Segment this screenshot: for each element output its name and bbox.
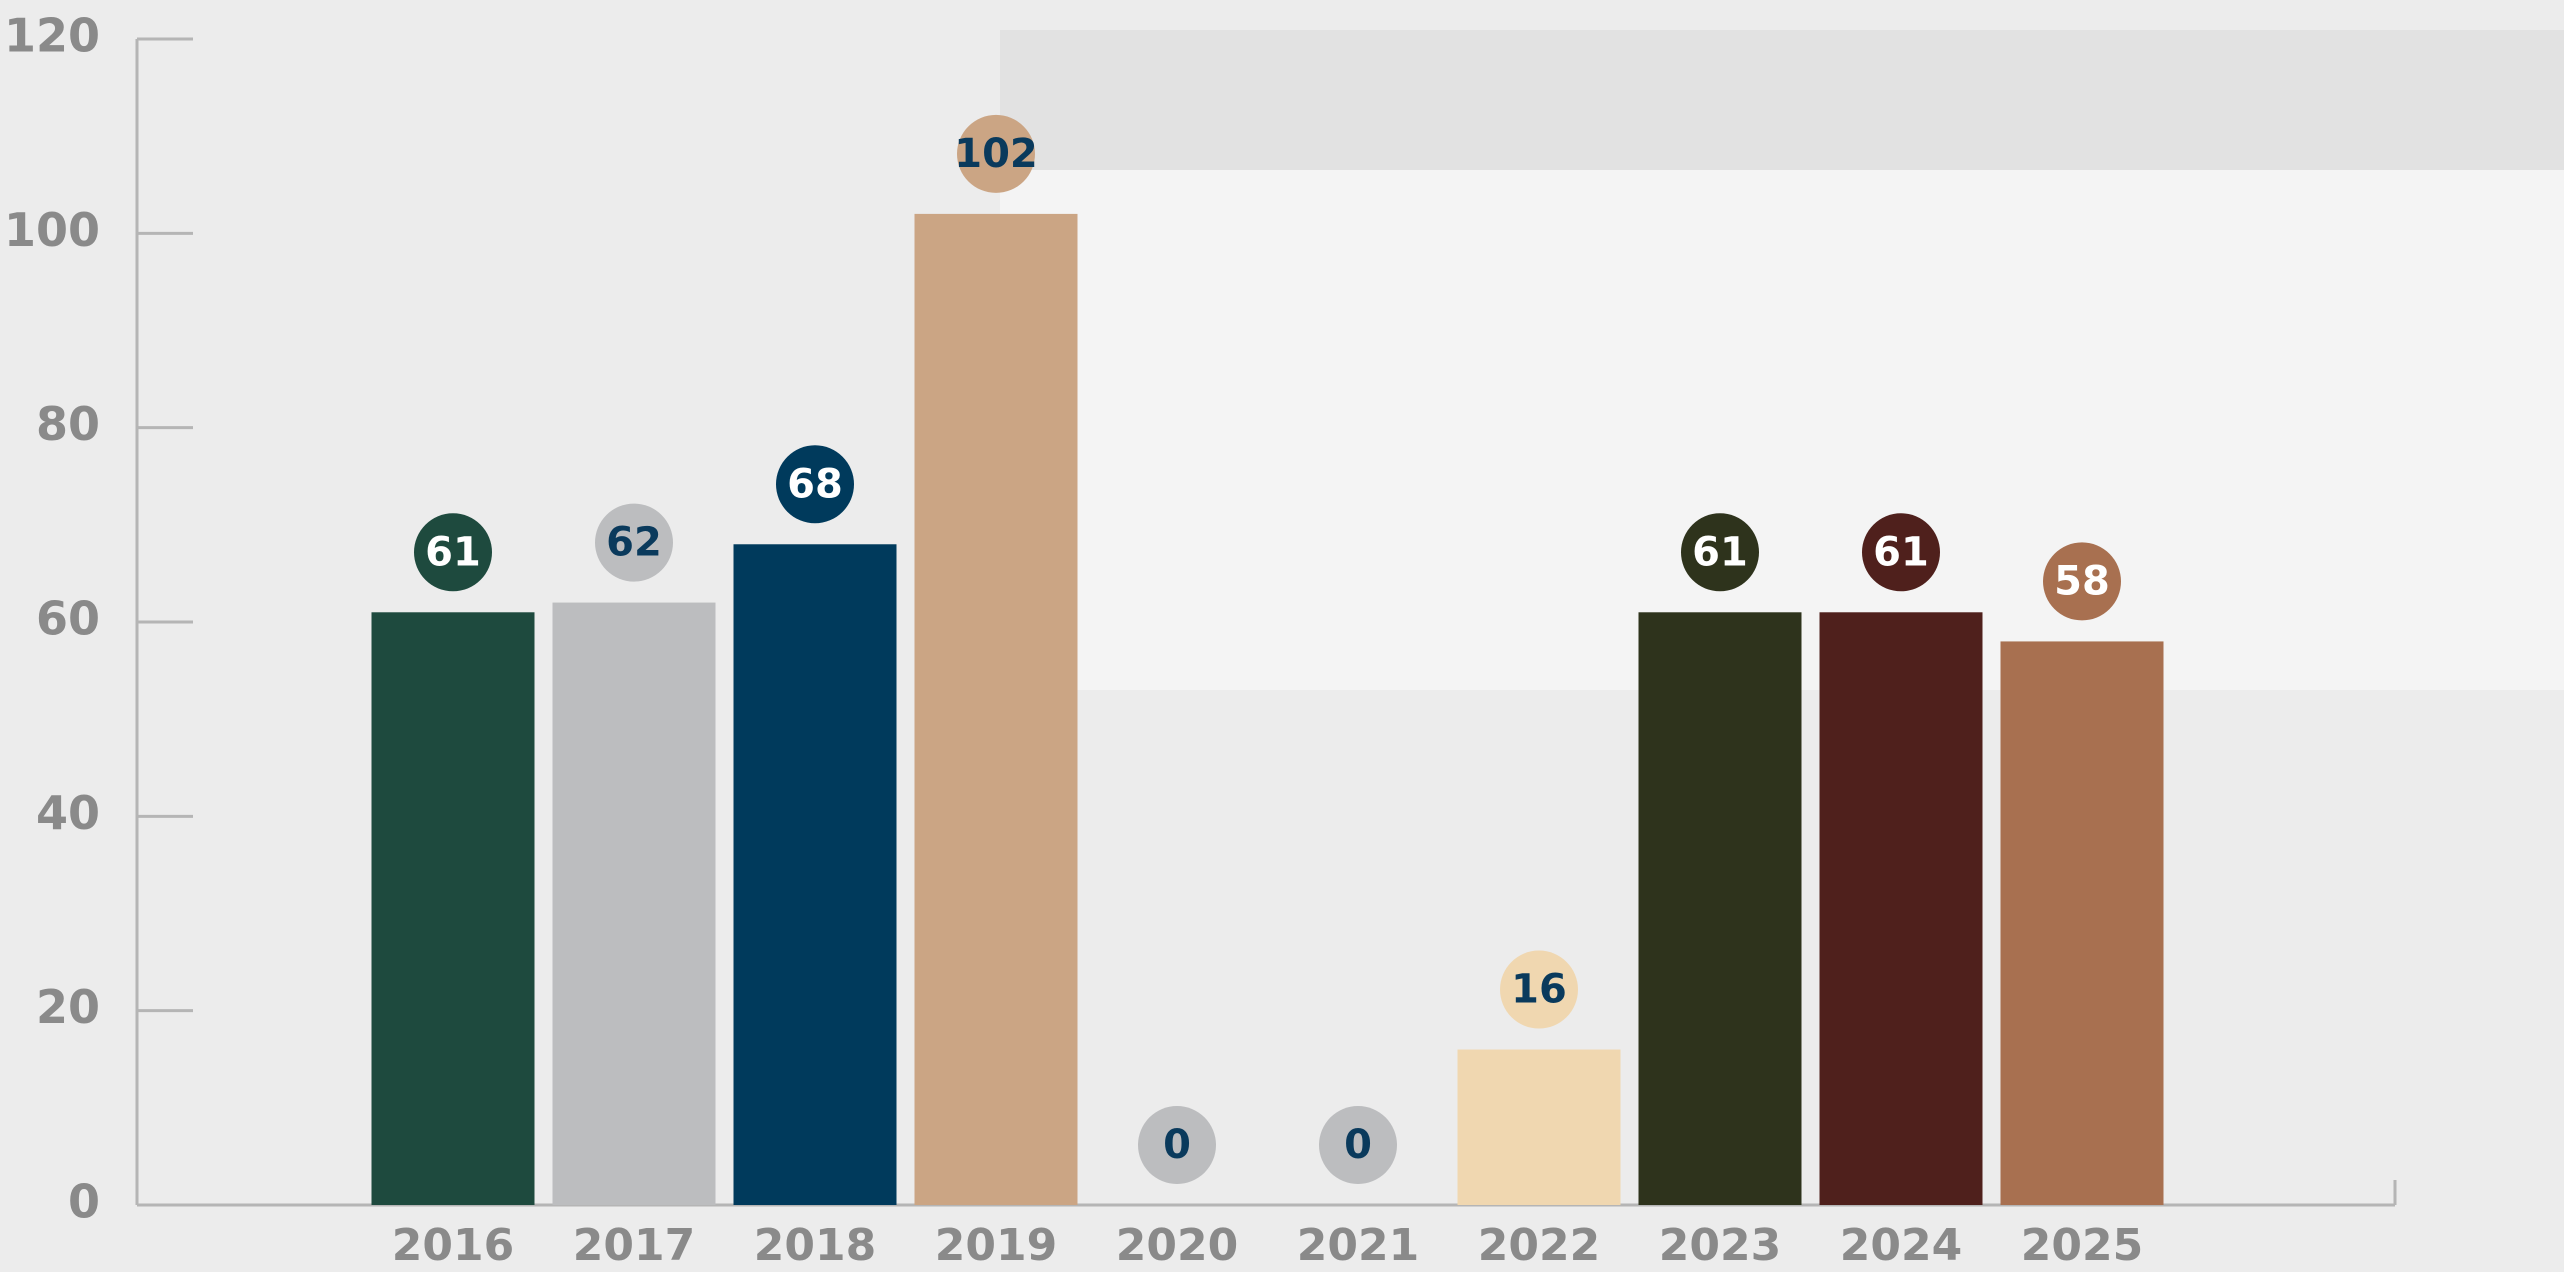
x-tick-label: 2017 (573, 1220, 695, 1271)
bar (734, 544, 897, 1205)
bar (372, 612, 535, 1205)
value-label: 61 (1873, 529, 1929, 575)
bar (1458, 1050, 1621, 1205)
value-label: 61 (1692, 529, 1748, 575)
bar (2001, 641, 2164, 1205)
value-label: 0 (1163, 1122, 1191, 1168)
bar (553, 603, 716, 1205)
value-label: 58 (2054, 558, 2110, 604)
x-tick-label: 2016 (392, 1220, 514, 1271)
background-banner (1000, 170, 2564, 690)
y-tick-label: 120 (4, 9, 100, 63)
value-label: 62 (606, 520, 662, 566)
value-label: 16 (1511, 967, 1567, 1013)
y-tick-label: 60 (36, 592, 100, 646)
bar (1639, 612, 1802, 1205)
value-label: 61 (425, 529, 481, 575)
y-tick-label: 20 (36, 980, 100, 1034)
x-tick-label: 2021 (1297, 1220, 1419, 1271)
y-tick-label: 0 (68, 1175, 100, 1229)
bar (1820, 612, 1983, 1205)
y-tick-label: 100 (4, 203, 100, 257)
x-tick-label: 2019 (935, 1220, 1057, 1271)
value-label: 0 (1344, 1122, 1372, 1168)
value-label: 102 (954, 131, 1038, 177)
x-tick-label: 2024 (1840, 1220, 1962, 1271)
x-tick-label: 2025 (2021, 1220, 2143, 1271)
bar (915, 214, 1078, 1205)
background-banner (1000, 30, 2564, 170)
x-tick-label: 2022 (1478, 1220, 1600, 1271)
x-tick-label: 2023 (1659, 1220, 1781, 1271)
x-tick-label: 2018 (754, 1220, 876, 1271)
y-tick-label: 40 (36, 786, 100, 840)
y-tick-label: 80 (36, 397, 100, 451)
chart: 0 20 40 60 80 100 120 2016 61 2017 62 2018 68 2019 102… (0, 0, 2564, 1272)
value-label: 68 (787, 461, 843, 507)
x-tick-label: 2020 (1116, 1220, 1238, 1271)
